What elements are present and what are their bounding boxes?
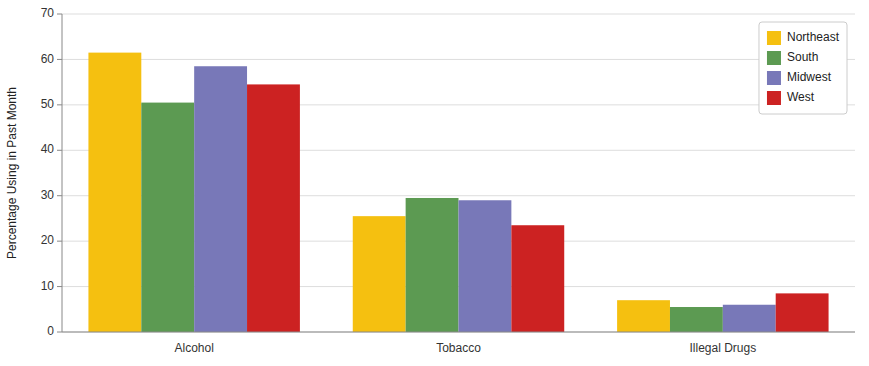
y-tick — [57, 59, 62, 60]
y-tick — [57, 195, 62, 196]
y-tick — [57, 14, 62, 15]
y-tick-label: 30 — [41, 188, 55, 202]
legend-label: Midwest — [787, 70, 832, 84]
y-axis-label: Percentage Using in Past Month — [5, 87, 19, 259]
grid-line — [62, 14, 855, 15]
y-tick-label: 70 — [41, 6, 55, 20]
bar — [511, 225, 564, 332]
legend-label: West — [787, 90, 815, 104]
bar — [406, 198, 459, 332]
bar — [353, 216, 406, 332]
bar — [459, 200, 512, 332]
bar — [776, 293, 829, 332]
y-tick-label: 0 — [47, 324, 54, 338]
y-tick — [57, 286, 62, 287]
chart-container: 0 10 20 30 40 50 60 70 Alcohol Tobacco Illegal Dru… — [0, 0, 869, 366]
y-tick — [57, 241, 62, 242]
y-axis-line — [62, 14, 63, 332]
x-tick-label: Alcohol — [174, 341, 213, 355]
bar — [723, 305, 776, 332]
legend-swatch — [767, 51, 781, 65]
bar — [141, 103, 194, 332]
y-tick — [57, 104, 62, 105]
x-tick-label: Tobacco — [436, 341, 481, 355]
x-axis: Alcohol Tobacco Illegal Drugs — [62, 332, 855, 355]
bar — [247, 84, 300, 332]
bars — [88, 53, 828, 332]
legend-frame — [759, 22, 847, 114]
y-tick-label: 10 — [41, 279, 55, 293]
grid — [62, 14, 855, 332]
bar — [194, 66, 247, 332]
bar — [617, 300, 670, 332]
y-tick-label: 40 — [41, 142, 55, 156]
legend-swatch — [767, 71, 781, 85]
bar — [670, 307, 723, 332]
chart: 0 10 20 30 40 50 60 70 Alcohol Tobacco Illegal Dru… — [0, 0, 869, 366]
legend: Northeast South Midwest West — [759, 22, 847, 114]
legend-label: Northeast — [787, 30, 840, 44]
y-axis: 0 10 20 30 40 50 60 70 — [41, 6, 62, 338]
y-tick-label: 50 — [41, 97, 55, 111]
legend-swatch — [767, 31, 781, 45]
x-tick-label: Illegal Drugs — [689, 341, 756, 355]
y-tick-label: 20 — [41, 233, 55, 247]
grid-line — [62, 59, 855, 60]
bar — [88, 53, 141, 332]
legend-swatch — [767, 91, 781, 105]
legend-label: South — [787, 50, 818, 64]
y-tick — [57, 332, 62, 333]
y-tick — [57, 150, 62, 151]
y-tick-label: 60 — [41, 52, 55, 66]
x-axis-line — [62, 332, 855, 333]
grid-line — [62, 332, 855, 333]
